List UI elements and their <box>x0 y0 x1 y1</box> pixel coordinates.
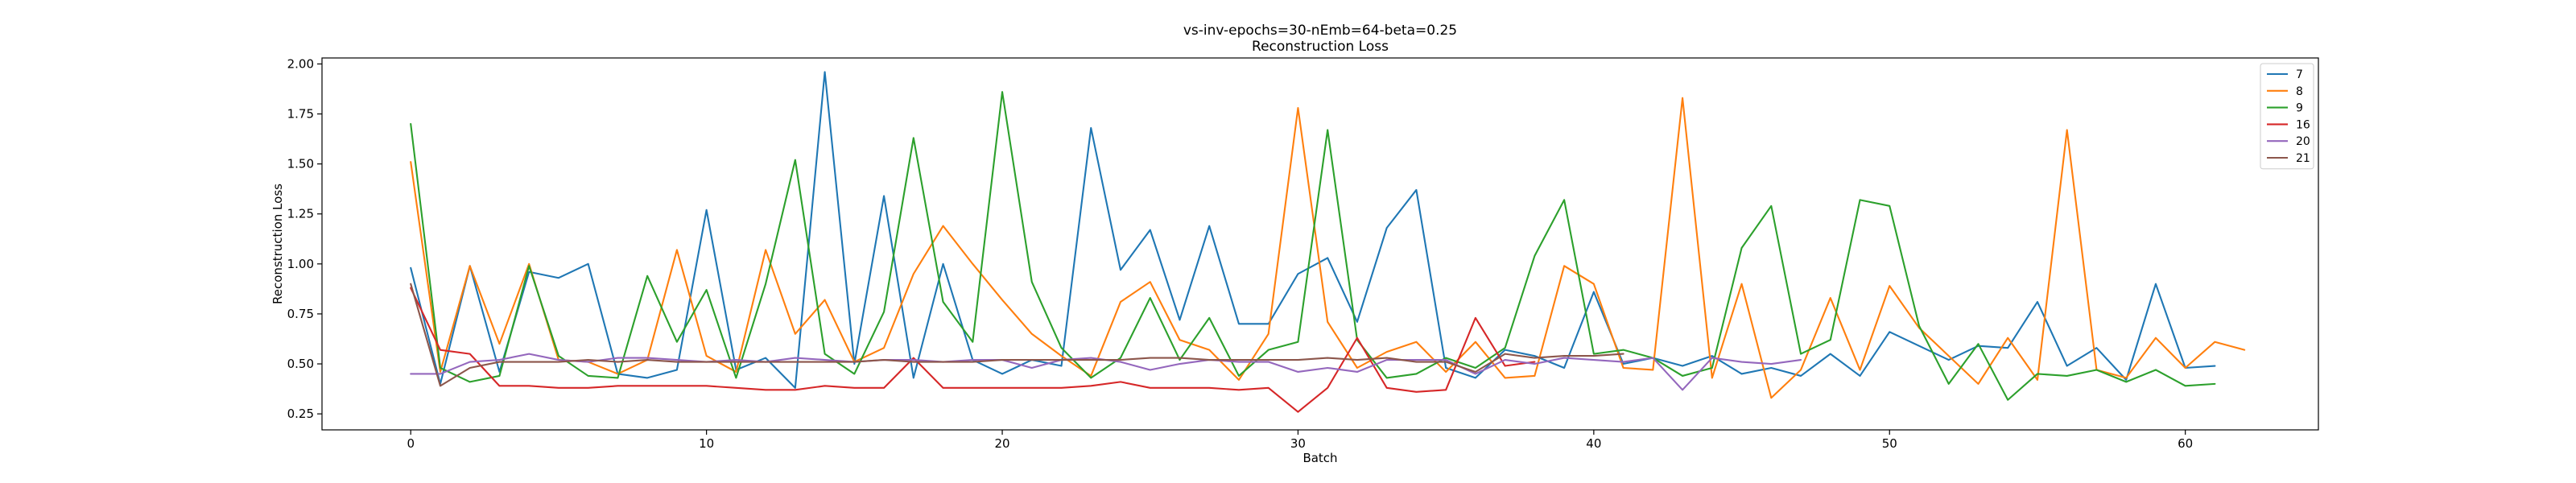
y-tick-label: 0.50 <box>287 357 314 371</box>
x-tick-label: 20 <box>994 436 1009 451</box>
y-axis-ticks: 0.25 0.50 0.75 1.00 1.25 1.50 1.75 2.00 <box>287 56 322 421</box>
x-axis-label: Batch <box>1302 451 1337 465</box>
y-axis-label: Reconstruction Loss <box>270 184 285 304</box>
legend: 7 8 9 16 20 21 <box>2260 63 2314 170</box>
y-tick-label: 1.75 <box>287 107 314 122</box>
series-line-9 <box>410 91 2216 401</box>
series-line-16 <box>410 287 1536 413</box>
plot-area: 0 10 20 30 40 50 60 0.25 0.50 0.75 1.00 1.25 1.50 1.… <box>287 56 2319 451</box>
legend-box <box>2260 63 2314 170</box>
x-tick-label: 60 <box>2178 436 2193 451</box>
x-tick-label: 0 <box>407 436 415 451</box>
legend-label-20: 20 <box>2296 135 2310 148</box>
legend-label-9: 9 <box>2296 102 2303 115</box>
y-tick-label: 1.50 <box>287 157 314 171</box>
y-tick-label: 0.25 <box>287 407 314 421</box>
series-layer <box>410 71 2246 413</box>
y-tick-label: 1.00 <box>287 257 314 271</box>
y-tick-label: 2.00 <box>287 56 314 71</box>
legend-label-8: 8 <box>2296 85 2303 98</box>
axes-frame <box>321 57 2319 431</box>
series-line-7 <box>410 71 2216 389</box>
legend-label-7: 7 <box>2296 68 2303 81</box>
chart-title: vs-inv-epochs=30-nEmb=64-beta=0.25 <box>1183 23 1457 39</box>
y-tick-label: 0.75 <box>287 307 314 321</box>
x-tick-label: 30 <box>1290 436 1306 451</box>
legend-label-16: 16 <box>2296 118 2310 131</box>
x-tick-label: 10 <box>699 436 714 451</box>
legend-label-21: 21 <box>2296 152 2310 165</box>
x-tick-label: 50 <box>1882 436 1897 451</box>
chart-subtitle: Reconstruction Loss <box>1252 39 1389 55</box>
x-tick-label: 40 <box>1586 436 1601 451</box>
series-line-21 <box>410 283 1624 387</box>
y-tick-label: 1.25 <box>287 207 314 221</box>
x-axis-ticks: 0 10 20 30 40 50 60 <box>407 430 2193 451</box>
